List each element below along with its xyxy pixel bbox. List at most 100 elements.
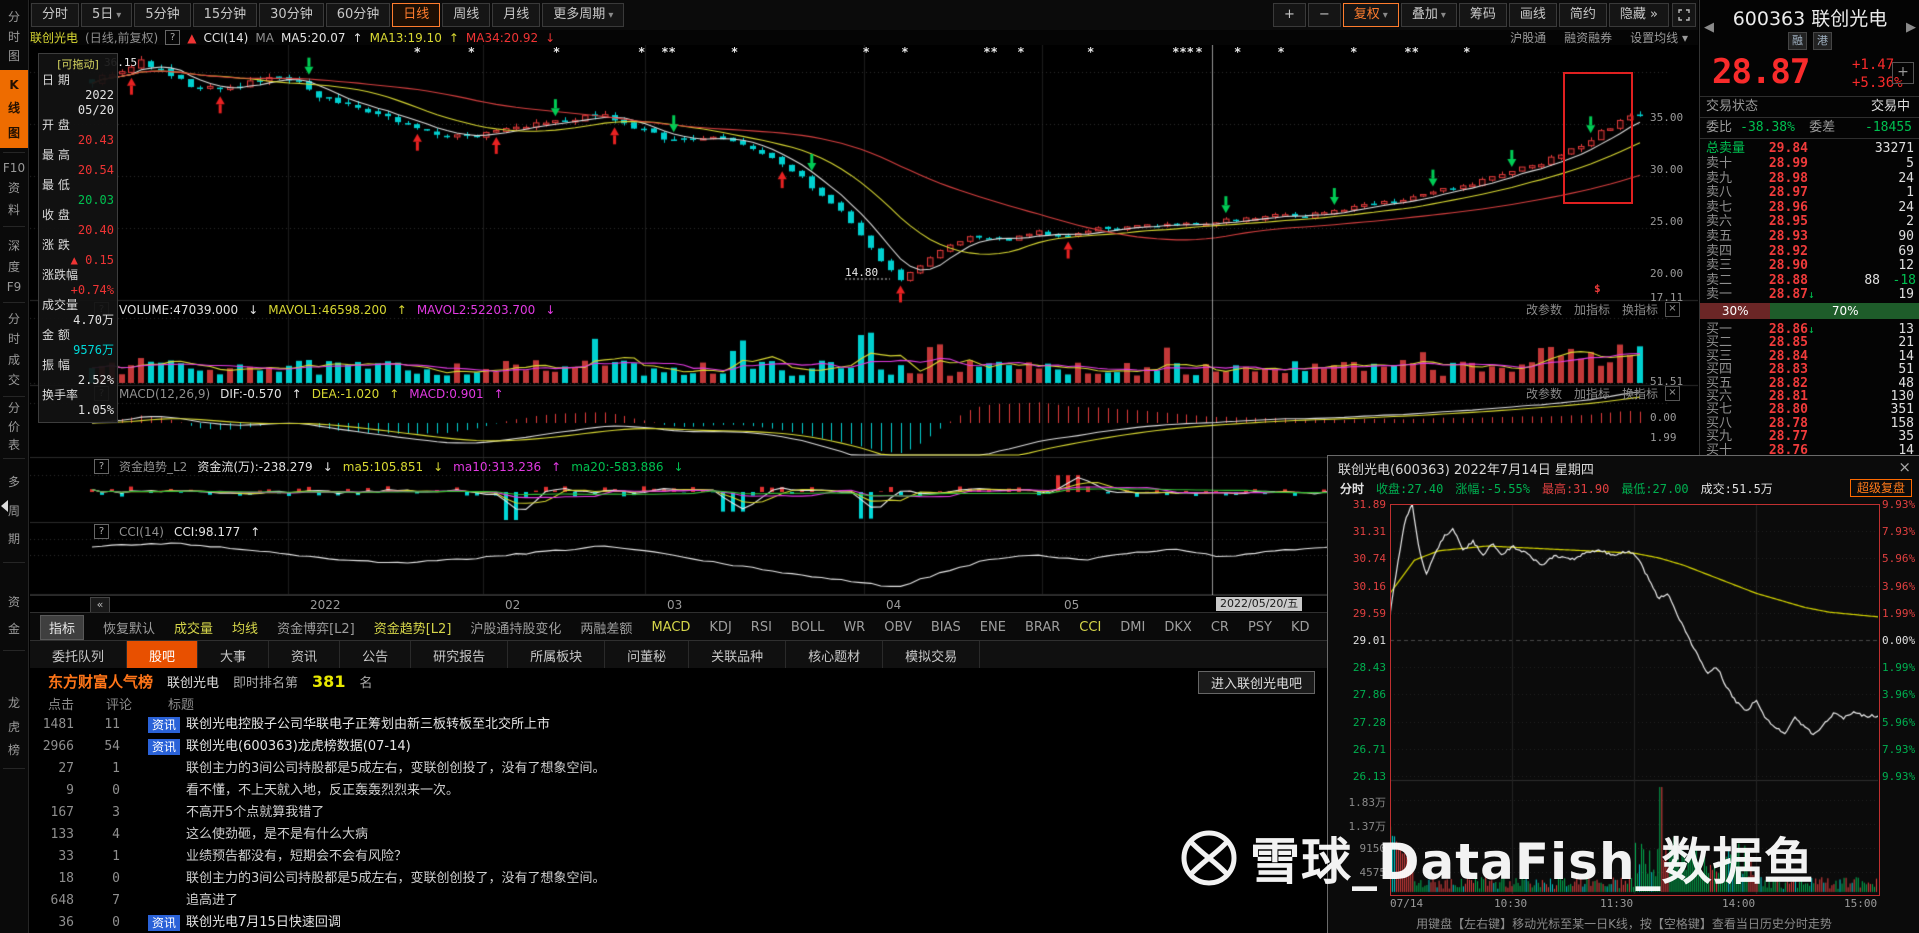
indicator-tab-ENE[interactable]: ENE	[979, 619, 1006, 635]
news-row[interactable]: 36 0 资讯 联创光电7月15日快速回调	[30, 912, 1320, 933]
enter-forum-button[interactable]: 进入联创光电吧	[1198, 671, 1316, 694]
orderbook-row[interactable]: 卖九 28.98 24	[1700, 171, 1919, 186]
orderbook-row[interactable]: 买四 28.83 51	[1700, 362, 1919, 377]
news-row[interactable]: 33 1 业绩预告都没有，短期会不会有风险？	[30, 846, 1320, 868]
indicator-tab-DMI[interactable]: DMI	[1120, 619, 1146, 635]
news-title[interactable]: 业绩预告都没有，短期会不会有风险？	[186, 849, 408, 864]
link-ma-settings[interactable]: 设置均线 ▾	[1630, 31, 1688, 45]
news-row[interactable]: 2966 54 资讯 联创光电(600363)龙虎榜数据(07-14)	[30, 736, 1320, 758]
indicator-tab-资金博弈[L2][interactable]: 资金博弈[L2]	[277, 621, 355, 637]
orderbook-row[interactable]: 买八 28.78 158	[1700, 416, 1919, 431]
news-row[interactable]: 648 7 追高进了	[30, 890, 1320, 912]
orderbook-row[interactable]: 卖六 28.95 2	[1700, 214, 1919, 229]
sidebar-tab[interactable]: 龙虎榜	[7, 696, 20, 757]
tool-button[interactable]: 叠加 ▾	[1400, 3, 1457, 27]
news-title[interactable]: 不高开5个点就算我错了	[186, 805, 325, 820]
indicator-tab-沪股通持股变化[interactable]: 沪股通持股变化	[470, 621, 562, 637]
content-tab[interactable]: 研究报告	[411, 641, 509, 669]
link-margin[interactable]: 融资融券	[1564, 31, 1613, 45]
news-row[interactable]: 167 3 不高开5个点就算我错了	[30, 802, 1320, 824]
close-panel-icon[interactable]: ×	[1665, 386, 1680, 401]
orderbook-row[interactable]: 卖八 28.97 1	[1700, 185, 1919, 200]
indicator-tab-WR[interactable]: WR	[843, 619, 866, 635]
content-tab[interactable]: 大事	[198, 641, 270, 669]
panel-link[interactable]: 加指标	[1573, 303, 1610, 317]
news-title[interactable]: 联创光电(600363)龙虎榜数据(07-14)	[186, 739, 411, 754]
news-title[interactable]: 联创光电控股子公司华联电子正筹划由新三板转板至北交所上市	[186, 717, 551, 732]
period-button[interactable]: 5日 ▾	[81, 3, 133, 27]
indicator-tab-资金趋势[L2][interactable]: 资金趋势[L2]	[373, 621, 452, 637]
panel-link[interactable]: 加指标	[1573, 387, 1610, 401]
help-icon[interactable]: ?	[165, 30, 181, 45]
ma-label[interactable]: MA	[255, 30, 274, 45]
orderbook-row[interactable]: 卖一 28.87 ↓ 19	[1700, 287, 1919, 302]
drag-handle[interactable]: [可拖动]	[57, 58, 99, 71]
news-row[interactable]: 27 1 联创主力的3间公司持股都是5成左右，变联创创投了，没有了想象空间。	[30, 758, 1320, 780]
intraday-popup[interactable]: 联创光电(600363) 2022年7月14日 星期四 × 分时 收盘:27.4…	[1327, 455, 1919, 933]
orderbook-row[interactable]: 卖五 28.93 90	[1700, 229, 1919, 244]
indicator-tab-PSY[interactable]: PSY	[1247, 619, 1272, 635]
orderbook-row[interactable]: 卖十 28.99 5	[1700, 156, 1919, 171]
orderbook-row[interactable]: 买七 28.80 351	[1700, 402, 1919, 417]
indicator-tab-KD[interactable]: KD	[1290, 619, 1310, 635]
content-tab[interactable]: 模拟交易	[883, 641, 981, 669]
help-icon[interactable]: ?	[94, 524, 109, 539]
content-tab[interactable]: 公告	[340, 641, 412, 669]
panel-link[interactable]: 换指标	[1621, 387, 1658, 401]
news-title[interactable]: 看不懂，不上天就入地，反正轰轰烈烈来一次。	[186, 783, 460, 798]
sidebar-tab[interactable]: 分时成交	[7, 311, 20, 388]
period-button[interactable]: 30分钟	[259, 3, 324, 27]
period-button[interactable]: 分时	[31, 3, 80, 27]
indicator-label[interactable]: CCI(14)	[203, 30, 249, 45]
indicator-tab-两融差额[interactable]: 两融差额	[580, 621, 633, 637]
period-button[interactable]: 周线	[442, 3, 491, 27]
content-tab[interactable]: 委托队列	[30, 641, 128, 669]
tool-button[interactable]: 隐藏 »	[1608, 3, 1669, 27]
indicator-tab-指标[interactable]: 指标	[40, 614, 85, 640]
news-title[interactable]: 联创主力的3间公司持股都是5成左右，变联创创投了，没有了想象空间。	[186, 761, 606, 776]
news-title[interactable]: 联创主力的3间公司持股都是5成左右，变联创创投了，没有了想象空间。	[186, 871, 606, 886]
news-row[interactable]: 133 4 这么使劲砸，是不是有什么大病	[30, 824, 1320, 846]
indicator-tab-DKX[interactable]: DKX	[1164, 619, 1192, 635]
tool-button[interactable]: +	[1272, 3, 1306, 27]
sidebar-tab[interactable]: 多周期	[7, 475, 20, 546]
indicator-tab-均线[interactable]: 均线	[232, 621, 259, 637]
indicator-tab-MACD[interactable]: MACD	[651, 619, 691, 635]
tool-button[interactable]: 简约	[1558, 3, 1607, 27]
indicator-tab-OBV[interactable]: OBV	[884, 619, 912, 635]
orderbook-row[interactable]: 卖三 28.90 12	[1700, 258, 1919, 273]
period-button[interactable]: 60分钟	[325, 3, 391, 27]
orderbook-row[interactable]: 买五 28.82 48	[1700, 376, 1919, 391]
content-tab[interactable]: 关联品种	[689, 641, 787, 669]
news-title[interactable]: 追高进了	[186, 893, 239, 908]
content-tab[interactable]: 资讯	[269, 641, 341, 669]
orderbook-row[interactable]: 买三 28.84 14	[1700, 349, 1919, 364]
indicator-tab-BRAR[interactable]: BRAR	[1024, 619, 1061, 635]
sidebar-tab[interactable]: 深度 F9	[6, 238, 22, 294]
close-panel-icon[interactable]: ×	[1665, 302, 1680, 317]
indicator-tab-BIAS[interactable]: BIAS	[930, 619, 961, 635]
sidebar-collapse-handle[interactable]	[1, 500, 8, 512]
orderbook-row[interactable]: 买十 28.76 14	[1700, 443, 1919, 458]
orderbook-row[interactable]: 买二 28.85 21	[1700, 335, 1919, 350]
content-tab[interactable]: 股吧	[127, 641, 199, 669]
news-title[interactable]: 联创光电7月15日快速回调	[186, 915, 341, 930]
sidebar-tab[interactable]: F10 资料	[2, 160, 26, 217]
indicator-tab-恢复默认[interactable]: 恢复默认	[103, 621, 156, 637]
sidebar-tab[interactable]: 分时图	[7, 10, 20, 63]
news-row[interactable]: 9 0 看不懂，不上天就入地，反正轰轰烈烈来一次。	[30, 780, 1320, 802]
panel-link[interactable]: 换指标	[1621, 303, 1658, 317]
tool-button[interactable]: 画线	[1508, 3, 1557, 27]
indicator-tab-成交量[interactable]: 成交量	[174, 621, 214, 637]
period-button[interactable]: 15分钟	[192, 3, 258, 27]
tool-button[interactable]: −	[1307, 3, 1341, 27]
popup-tab-fenshi[interactable]: 分时	[1340, 482, 1365, 496]
indicator-tab-KDJ[interactable]: KDJ	[709, 619, 732, 635]
orderbook-row[interactable]: 买九 28.77 35	[1700, 429, 1919, 444]
panel-link[interactable]: 改参数	[1525, 303, 1562, 317]
orderbook-row[interactable]: 买一 28.86 ↓ 13	[1700, 322, 1919, 337]
period-button[interactable]: 5分钟	[134, 3, 191, 27]
tool-button[interactable]: 复权 ▾	[1342, 3, 1399, 27]
content-tab[interactable]: 问董秘	[605, 641, 690, 669]
super-replay-button[interactable]: 超级复盘	[1849, 479, 1912, 497]
